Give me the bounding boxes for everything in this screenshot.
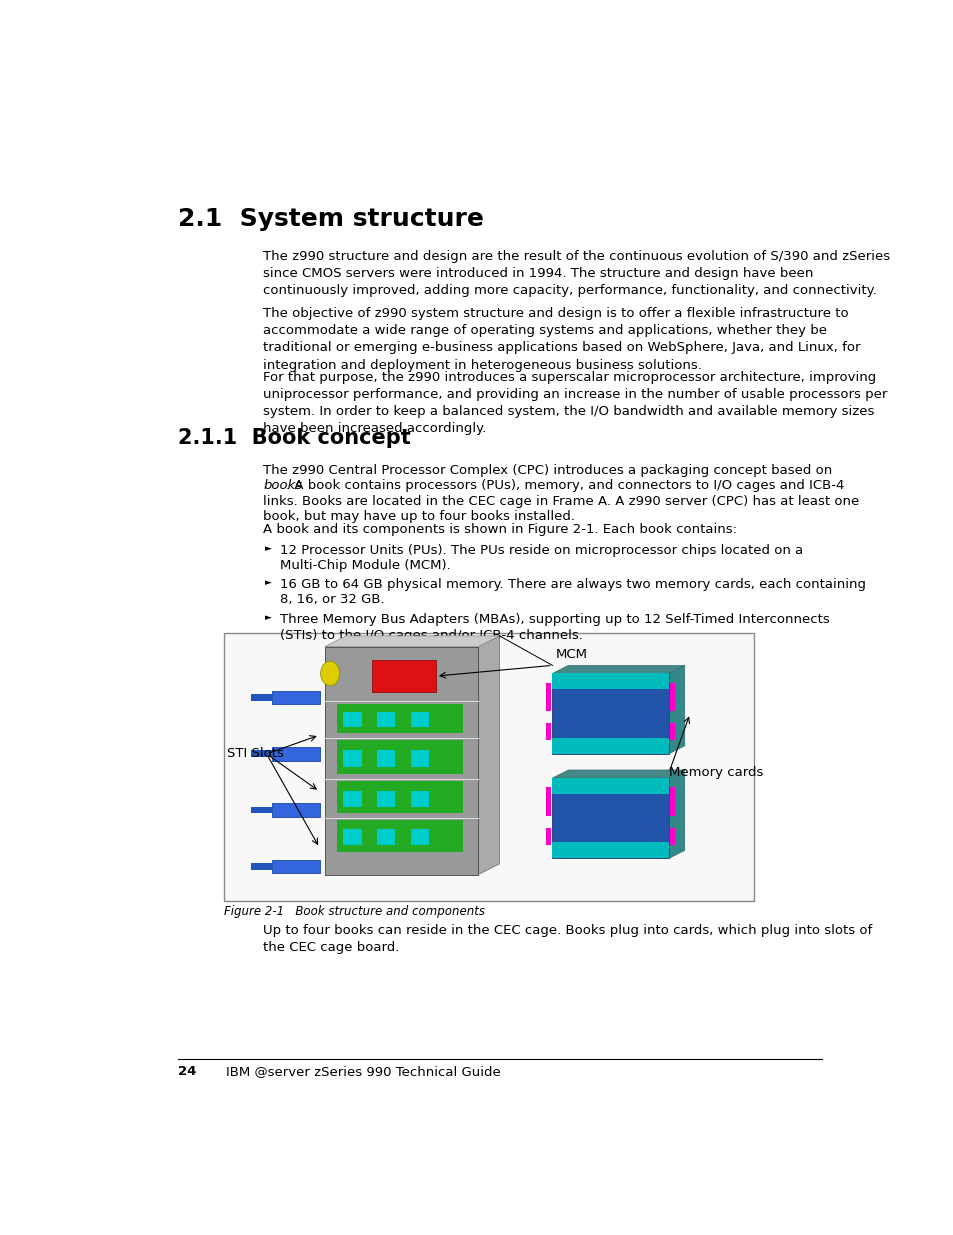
Text: Figure 2-1   Book structure and components: Figure 2-1 Book structure and components <box>224 905 485 918</box>
Bar <box>376 751 395 767</box>
Polygon shape <box>477 636 499 874</box>
Bar <box>272 860 319 873</box>
Bar <box>336 781 462 813</box>
Bar <box>411 713 429 727</box>
Text: The z990 structure and design are the result of the continuous evolution of S/39: The z990 structure and design are the re… <box>263 249 889 298</box>
Bar <box>545 788 551 805</box>
Bar <box>324 647 477 874</box>
Bar <box>336 704 462 734</box>
Bar <box>343 790 361 806</box>
Text: 12 Processor Units (PUs). The PUs reside on microprocessor chips located on a: 12 Processor Units (PUs). The PUs reside… <box>280 543 802 557</box>
Text: STI Slots: STI Slots <box>227 747 283 761</box>
Bar <box>272 804 319 816</box>
Text: ►: ► <box>265 543 272 553</box>
Circle shape <box>320 661 339 685</box>
Bar <box>552 842 668 858</box>
Bar <box>669 798 675 815</box>
Text: (STIs) to the I/O cages and/or ICB-4 channels.: (STIs) to the I/O cages and/or ICB-4 cha… <box>280 629 582 642</box>
Bar <box>343 830 361 846</box>
Text: 16 GB to 64 GB physical memory. There are always two memory cards, each containi: 16 GB to 64 GB physical memory. There ar… <box>280 578 865 592</box>
Polygon shape <box>552 666 684 673</box>
Bar <box>545 694 551 711</box>
Bar <box>669 788 675 805</box>
Text: The objective of z990 system structure and design is to offer a flexible infrast: The objective of z990 system structure a… <box>263 308 860 372</box>
Bar <box>669 827 675 845</box>
Bar <box>343 751 361 767</box>
Bar <box>411 751 429 767</box>
Bar <box>272 747 319 761</box>
Polygon shape <box>552 769 684 778</box>
Bar <box>376 790 395 806</box>
Text: Up to four books can reside in the CEC cage. Books plug into cards, which plug i: Up to four books can reside in the CEC c… <box>263 924 872 955</box>
Bar <box>372 659 436 692</box>
Bar <box>411 790 429 806</box>
Bar <box>552 673 668 753</box>
Text: 8, 16, or 32 GB.: 8, 16, or 32 GB. <box>280 594 385 606</box>
Bar <box>669 722 675 741</box>
Text: Three Memory Bus Adapters (MBAs), supporting up to 12 Self-Timed Interconnects: Three Memory Bus Adapters (MBAs), suppor… <box>280 614 829 626</box>
Bar <box>251 806 272 814</box>
Bar <box>545 798 551 815</box>
Bar <box>411 830 429 846</box>
Text: 2.1  System structure: 2.1 System structure <box>178 207 484 231</box>
Text: . A book contains processors (PUs), memory, and connectors to I/O cages and ICB-: . A book contains processors (PUs), memo… <box>286 479 843 493</box>
Text: links. Books are located in the CEC cage in Frame A. A z990 server (CPC) has at : links. Books are located in the CEC cage… <box>263 495 859 508</box>
Text: MCM: MCM <box>556 647 588 661</box>
Bar <box>224 634 753 902</box>
Bar <box>272 690 319 704</box>
Bar <box>552 673 668 689</box>
Text: 2.1.1  Book concept: 2.1.1 Book concept <box>178 427 411 448</box>
Bar <box>552 778 668 794</box>
Text: 24: 24 <box>178 1066 196 1078</box>
Text: Multi-Chip Module (MCM).: Multi-Chip Module (MCM). <box>280 559 451 572</box>
Bar <box>545 683 551 700</box>
Polygon shape <box>668 769 684 858</box>
Bar <box>669 694 675 711</box>
Text: ►: ► <box>265 614 272 622</box>
Bar <box>552 737 668 753</box>
Text: books: books <box>263 479 302 493</box>
Text: For that purpose, the z990 introduces a superscalar microprocessor architecture,: For that purpose, the z990 introduces a … <box>263 370 887 435</box>
Text: Memory cards: Memory cards <box>668 766 762 779</box>
Bar <box>251 751 272 757</box>
Bar <box>376 713 395 727</box>
Text: The z990 Central Processor Complex (CPC) introduces a packaging concept based on: The z990 Central Processor Complex (CPC)… <box>263 464 832 477</box>
Text: A book and its components is shown in Figure 2-1. Each book contains:: A book and its components is shown in Fi… <box>263 522 737 536</box>
Polygon shape <box>668 666 684 753</box>
Bar <box>669 683 675 700</box>
Bar <box>376 830 395 846</box>
Bar <box>545 722 551 741</box>
Polygon shape <box>324 636 499 647</box>
Bar <box>545 827 551 845</box>
Bar <box>251 863 272 869</box>
Bar <box>343 713 361 727</box>
Text: ►: ► <box>265 578 272 587</box>
Bar <box>336 820 462 852</box>
Bar <box>552 778 668 858</box>
Bar <box>336 740 462 774</box>
Text: IBM @server zSeries 990 Technical Guide: IBM @server zSeries 990 Technical Guide <box>226 1066 500 1078</box>
Bar <box>251 694 272 700</box>
Text: book, but may have up to four books installed.: book, but may have up to four books inst… <box>263 510 575 524</box>
